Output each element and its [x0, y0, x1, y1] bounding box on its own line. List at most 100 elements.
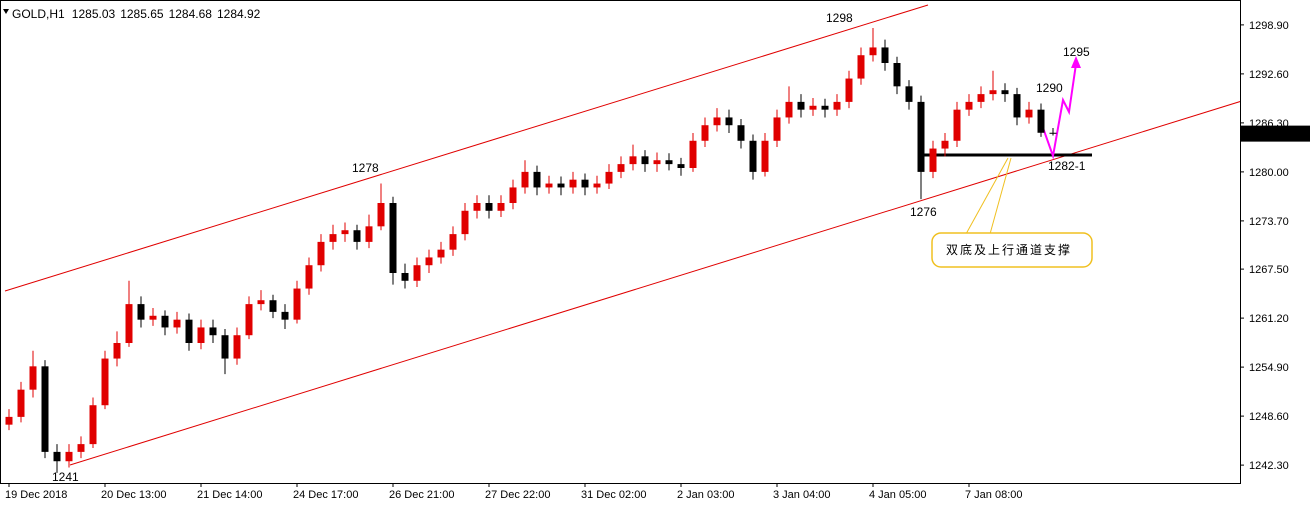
- candle-body: [977, 94, 985, 102]
- candle-body: [593, 183, 601, 188]
- forecast-arrow: [1071, 56, 1081, 68]
- candle-body: [137, 304, 145, 320]
- y-tick-label: 1280.00: [1249, 167, 1289, 179]
- candle-body: [749, 140, 757, 172]
- candle-body: [161, 315, 169, 328]
- y-tick-label: 1248.60: [1249, 411, 1289, 423]
- forecast-path: [1041, 63, 1077, 160]
- candle-body: [41, 366, 49, 452]
- x-tick-label: 27 Dec 22:00: [485, 489, 550, 501]
- candle-body: [449, 234, 457, 250]
- candle-body: [545, 183, 553, 188]
- candle-body: [965, 101, 973, 110]
- plot-border: [0, 0, 1241, 484]
- header-close: 1284.92: [217, 7, 261, 21]
- x-tick-label: 21 Dec 14:00: [197, 489, 262, 501]
- candle-body: [353, 230, 361, 242]
- candle-body: [461, 210, 469, 235]
- candle-body: [641, 156, 649, 165]
- candle-body: [509, 187, 517, 203]
- x-tick-label: 2 Jan 03:00: [677, 489, 735, 501]
- candle-body: [305, 265, 313, 289]
- candle-body: [617, 164, 625, 172]
- candle-body: [197, 327, 205, 343]
- y-tick-label: 1298.90: [1249, 20, 1289, 32]
- candle-body: [1049, 132, 1057, 134]
- candle-body: [989, 90, 997, 95]
- candle-body: [557, 183, 565, 188]
- candle-body: [809, 105, 817, 110]
- candle-body: [473, 203, 481, 211]
- candle-body: [1001, 90, 1009, 95]
- candle-body: [1025, 109, 1033, 118]
- candle-body: [65, 451, 73, 462]
- candle-body: [833, 101, 841, 110]
- annotation: 1276: [910, 205, 937, 219]
- candle-body: [677, 164, 685, 168]
- candle-body: [581, 179, 589, 188]
- candle-body: [221, 335, 229, 359]
- header-open: 1285.03: [72, 7, 116, 21]
- candle-body: [845, 78, 853, 102]
- y-tick-label: 1273.70: [1249, 216, 1289, 228]
- candle-body: [1013, 94, 1021, 118]
- candle-body: [953, 109, 961, 141]
- candle-body: [89, 405, 97, 445]
- candle-body: [341, 230, 349, 235]
- candle-body: [497, 203, 505, 211]
- candle-body: [365, 226, 373, 242]
- candle-body: [437, 249, 445, 258]
- candle-body: [797, 101, 805, 110]
- candle-body: [893, 63, 901, 87]
- candle-body: [245, 304, 253, 336]
- candle-body: [605, 171, 613, 184]
- candle-body: [857, 55, 865, 79]
- candle-body: [377, 203, 385, 227]
- y-tick-label: 1292.60: [1249, 69, 1289, 81]
- current-price: 1284.92: [1249, 129, 1289, 141]
- x-tick-label: 26 Dec 21:00: [389, 489, 454, 501]
- annotation: 1278: [352, 161, 379, 175]
- channel-upper: [4, 4, 929, 292]
- candle-body: [725, 117, 733, 126]
- x-tick-label: 24 Dec 17:00: [293, 489, 358, 501]
- symbol: GOLD,H1: [12, 7, 65, 21]
- candle-body: [101, 358, 109, 406]
- candle-body: [1037, 109, 1045, 133]
- candle-body: [293, 288, 301, 320]
- candle-body: [821, 105, 829, 110]
- channel-lower: [69, 101, 1240, 466]
- candle-body: [185, 319, 193, 343]
- callout-pointer: [989, 157, 1012, 235]
- candle-body: [113, 343, 121, 359]
- candle-body: [773, 117, 781, 141]
- candle-body: [713, 117, 721, 126]
- candle-body: [485, 203, 493, 211]
- candles: [5, 28, 1057, 473]
- candle-body: [701, 125, 709, 141]
- y-tick-label: 1242.30: [1249, 460, 1289, 472]
- annotation: 1241: [52, 470, 79, 484]
- callout-text: 双底及上行通道支撑: [946, 242, 1072, 257]
- header-high: 1285.65: [120, 7, 164, 21]
- candle-body: [209, 327, 217, 336]
- candle-body: [737, 125, 745, 141]
- candle-body: [569, 179, 577, 188]
- candle-body: [317, 241, 325, 266]
- header-arrow: [3, 9, 9, 14]
- candle-body: [389, 203, 397, 273]
- candle-body: [905, 86, 913, 102]
- candle-body: [689, 140, 697, 168]
- drawings: [4, 4, 1240, 466]
- candle-body: [533, 171, 541, 188]
- candle-body: [629, 156, 637, 165]
- candle-body: [17, 389, 25, 417]
- y-tick-label: 1267.50: [1249, 264, 1289, 276]
- candle-body: [233, 335, 241, 359]
- x-tick-label: 20 Dec 13:00: [101, 489, 166, 501]
- candle-body: [5, 416, 13, 425]
- candle-body: [881, 47, 889, 63]
- candle-body: [77, 444, 85, 452]
- candle-body: [329, 234, 337, 242]
- x-tick-label: 7 Jan 08:00: [965, 489, 1023, 501]
